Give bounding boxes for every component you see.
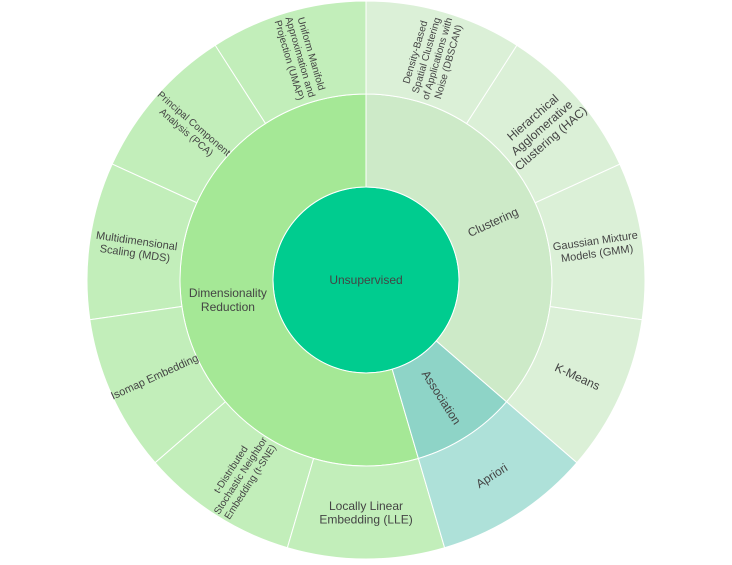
label-unsupervised: Unsupervised — [329, 273, 402, 287]
sector-apriori[interactable] — [417, 401, 578, 549]
sunburst-sectors — [86, 0, 646, 560]
label-hierarchical-agglomerative-clustering-hac: HierarchicalAgglomerativeClustering (HAC… — [494, 82, 590, 173]
label-dimensionality-reduction: Dimensionality Reduction — [189, 286, 267, 314]
sector-density-based-spatial-clustering-of-applications-with-noise-dbscan[interactable] — [365, 0, 518, 125]
label-locally-linear-embedding-lle: Locally Linear Embedding (LLE) — [319, 499, 412, 527]
